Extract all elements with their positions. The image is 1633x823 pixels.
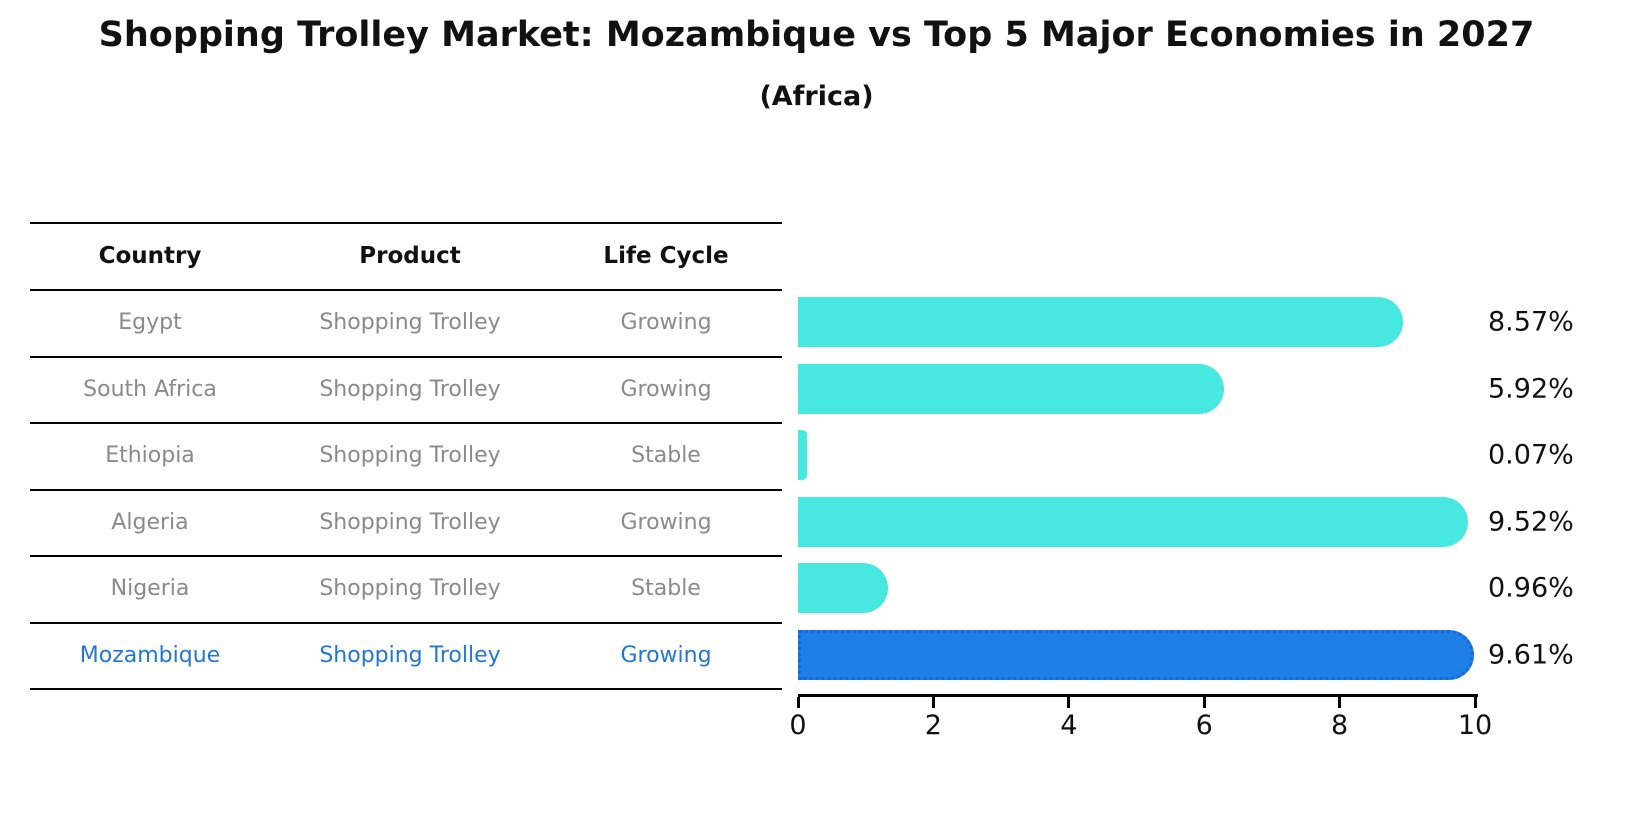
x-axis-tick-6 — [1202, 697, 1206, 708]
table-row-nigeria: Nigeria Shopping Trolley Stable — [30, 557, 782, 624]
cell-life-cycle: Stable — [631, 576, 701, 602]
x-axis-tick-label-6: 6 — [1195, 710, 1213, 741]
x-axis-tick-label-4: 4 — [1060, 710, 1078, 741]
x-axis-tick-label-0: 0 — [789, 710, 807, 741]
table-header-product: Product — [359, 243, 461, 269]
bar-south-africa — [798, 363, 1224, 414]
table-row-ethiopia: Ethiopia Shopping Trolley Stable — [30, 424, 782, 491]
cell-country: Ethiopia — [105, 443, 195, 469]
country-table: Country Product Life Cycle Egypt Shopping… — [30, 222, 782, 690]
cell-product: Shopping Trolley — [319, 576, 501, 602]
cell-product: Shopping Trolley — [319, 509, 501, 535]
bar-egypt — [798, 297, 1404, 348]
table-header-row: Country Product Life Cycle — [30, 224, 782, 291]
bar-nigeria — [798, 563, 888, 614]
value-label-nigeria: 0.96% — [1488, 572, 1574, 604]
cell-life-cycle: Growing — [620, 642, 712, 668]
x-axis-tick-4 — [1067, 697, 1071, 708]
table-row-egypt: Egypt Shopping Trolley Growing — [30, 291, 782, 358]
bar-ethiopia — [798, 430, 808, 481]
x-axis-tick-label-2: 2 — [924, 710, 942, 741]
x-axis-tick-10 — [1473, 697, 1477, 708]
cell-life-cycle: Growing — [620, 509, 712, 535]
value-label-egypt: 8.57% — [1488, 306, 1574, 338]
value-label-ethiopia: 0.07% — [1488, 439, 1574, 471]
bar-mozambique — [798, 629, 1474, 680]
cell-product: Shopping Trolley — [319, 376, 501, 402]
value-label-algeria: 9.52% — [1488, 506, 1574, 538]
cell-life-cycle: Stable — [631, 443, 701, 469]
table-header-life-cycle: Life Cycle — [603, 243, 729, 269]
bar-algeria — [798, 496, 1468, 547]
x-axis-tick-8 — [1338, 697, 1342, 708]
table-row-mozambique: Mozambique Shopping Trolley Growing — [30, 624, 782, 690]
x-axis-tick-0 — [796, 697, 800, 708]
x-axis-tick-2 — [931, 697, 935, 708]
value-label-south-africa: 5.92% — [1488, 373, 1574, 405]
cell-country: South Africa — [83, 376, 217, 402]
value-label-mozambique: 9.61% — [1488, 639, 1574, 671]
cell-country: Mozambique — [79, 642, 221, 668]
bar-chart-plot-area — [798, 289, 1475, 688]
table-row-algeria: Algeria Shopping Trolley Growing — [30, 491, 782, 557]
table-body: Egypt Shopping Trolley Growing South Africa… — [30, 291, 782, 690]
table-header-country: Country — [98, 243, 202, 269]
chart-subtitle: (Africa) — [759, 81, 874, 112]
cell-product: Shopping Trolley — [319, 310, 501, 336]
cell-product: Shopping Trolley — [319, 642, 501, 668]
x-axis-tick-label-8: 8 — [1331, 710, 1349, 741]
chart-title: Shopping Trolley Market: Mozambique vs T… — [98, 15, 1535, 55]
cell-country: Nigeria — [110, 576, 190, 602]
cell-country: Egypt — [118, 310, 182, 336]
cell-life-cycle: Growing — [620, 376, 712, 402]
table-row-south-africa: South Africa Shopping Trolley Growing — [30, 358, 782, 424]
x-axis-tick-label-10: 10 — [1457, 710, 1493, 741]
cell-life-cycle: Growing — [620, 310, 712, 336]
cell-country: Algeria — [111, 509, 189, 535]
x-axis-line — [798, 694, 1478, 697]
cell-product: Shopping Trolley — [319, 443, 501, 469]
